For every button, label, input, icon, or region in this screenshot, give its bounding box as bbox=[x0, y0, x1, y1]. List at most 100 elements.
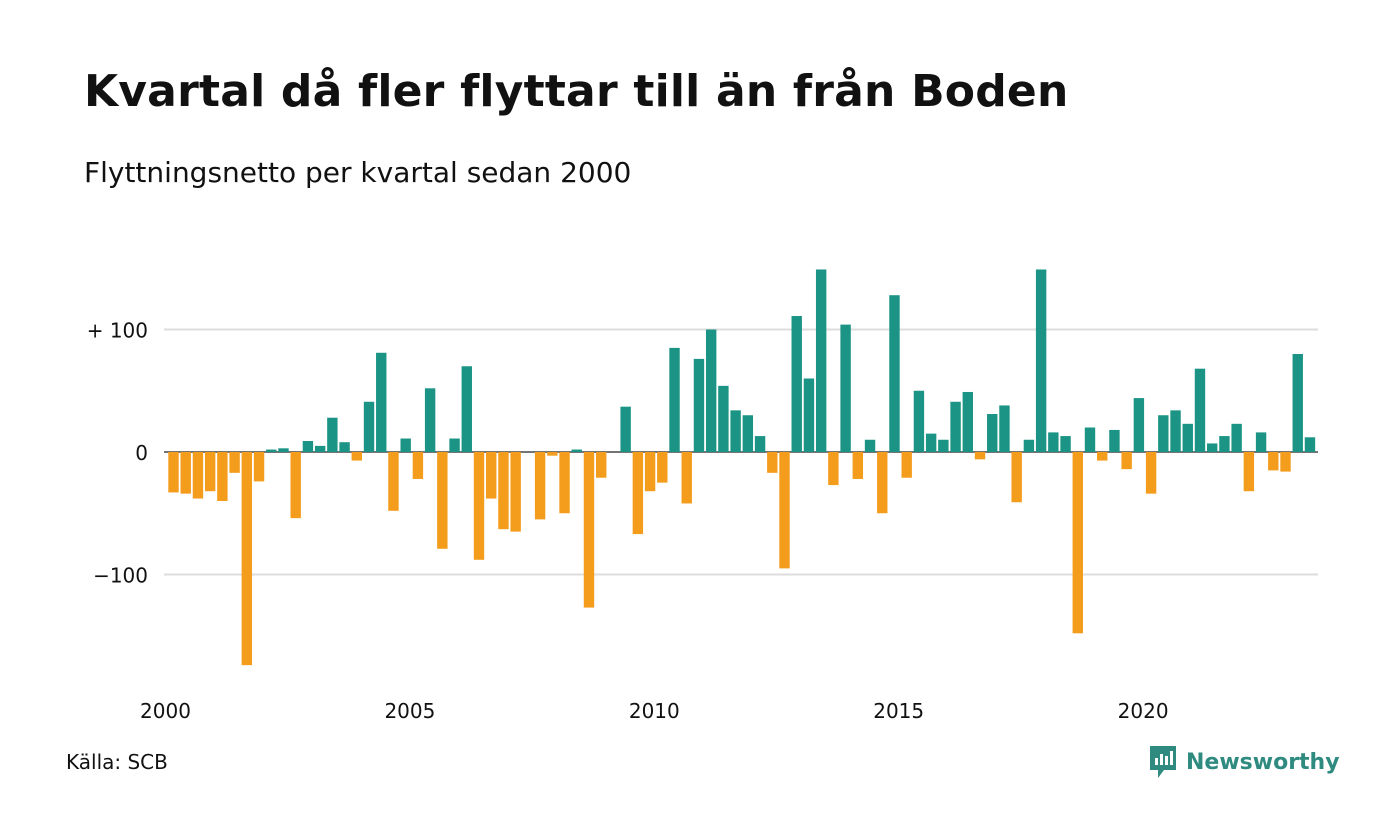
x-tick-label: 2000 bbox=[140, 699, 191, 723]
bar bbox=[547, 452, 558, 456]
bar bbox=[1121, 452, 1132, 470]
bar bbox=[363, 401, 375, 452]
bar bbox=[1023, 439, 1035, 452]
y-tick-label: −100 bbox=[93, 564, 148, 588]
bar bbox=[376, 352, 387, 452]
bar bbox=[1194, 368, 1206, 452]
bar bbox=[290, 452, 301, 519]
bar bbox=[693, 358, 705, 452]
bar bbox=[192, 452, 204, 499]
bar bbox=[864, 439, 876, 452]
bar bbox=[669, 347, 680, 453]
bar bbox=[632, 452, 644, 535]
bar bbox=[828, 452, 839, 486]
bar bbox=[1268, 452, 1279, 471]
bar bbox=[767, 452, 778, 473]
bar bbox=[168, 452, 179, 493]
bar bbox=[754, 436, 766, 452]
brand-name: Newsworthy bbox=[1186, 749, 1340, 775]
bar bbox=[388, 452, 399, 511]
bar bbox=[461, 366, 472, 452]
bar bbox=[327, 417, 338, 452]
bar bbox=[1243, 452, 1255, 492]
bar bbox=[1145, 452, 1157, 494]
brand-logo[interactable]: Newsworthy bbox=[1148, 744, 1340, 780]
bar bbox=[510, 452, 521, 532]
newsworthy-logo-icon bbox=[1150, 746, 1176, 778]
y-tick-label: 0 bbox=[135, 441, 148, 465]
bar bbox=[412, 452, 424, 479]
bar bbox=[314, 445, 326, 453]
bar bbox=[657, 452, 668, 483]
bar bbox=[229, 452, 240, 473]
bar bbox=[999, 405, 1010, 452]
bar bbox=[889, 295, 900, 452]
bar bbox=[938, 439, 949, 452]
bar bbox=[302, 440, 314, 453]
bar bbox=[559, 452, 570, 514]
source-note: Källa: SCB bbox=[66, 750, 168, 774]
bar bbox=[1304, 437, 1316, 452]
bar bbox=[498, 452, 509, 530]
chart-subtitle: Flyttningsnetto per kvartal sedan 2000 bbox=[84, 156, 632, 189]
bar bbox=[180, 452, 191, 494]
bar bbox=[204, 452, 216, 492]
bar bbox=[962, 391, 973, 453]
bar bbox=[644, 452, 656, 492]
bar bbox=[1109, 429, 1120, 452]
bar bbox=[852, 452, 864, 479]
bar bbox=[779, 452, 790, 569]
bar bbox=[1084, 427, 1096, 452]
bar bbox=[253, 452, 265, 482]
bar bbox=[803, 378, 815, 452]
bar bbox=[1207, 443, 1218, 453]
chart-title: Kvartal då fler flyttar till än från Bod… bbox=[84, 66, 1069, 117]
bar bbox=[901, 452, 912, 478]
bar bbox=[925, 433, 937, 453]
bar bbox=[486, 452, 497, 499]
bar bbox=[1292, 354, 1303, 452]
bar bbox=[266, 449, 277, 452]
bar bbox=[583, 452, 595, 608]
bar bbox=[278, 448, 289, 452]
bar bbox=[791, 316, 802, 452]
bar bbox=[987, 414, 998, 452]
bar bbox=[1060, 436, 1071, 452]
axes: + 100 0 −100 2000 2005 2010 2015 2020 bbox=[87, 319, 1169, 724]
bar bbox=[424, 388, 436, 452]
x-tick-label: 2015 bbox=[873, 699, 924, 723]
bar bbox=[241, 452, 253, 666]
y-tick-label: + 100 bbox=[87, 319, 148, 343]
bar bbox=[449, 438, 460, 452]
bar bbox=[705, 329, 717, 452]
bar bbox=[1011, 452, 1022, 503]
x-tick-label: 2010 bbox=[629, 699, 680, 723]
bar bbox=[1255, 432, 1267, 452]
bar bbox=[840, 324, 851, 452]
bar bbox=[1048, 432, 1059, 452]
bar bbox=[1231, 423, 1242, 452]
bar bbox=[473, 452, 485, 560]
bar bbox=[1158, 415, 1169, 452]
bar bbox=[1035, 269, 1047, 453]
bar bbox=[1072, 452, 1083, 634]
bar bbox=[596, 452, 607, 478]
x-tick-label: 2005 bbox=[384, 699, 435, 723]
bar bbox=[534, 452, 546, 520]
x-tick-label: 2020 bbox=[1118, 699, 1169, 723]
bar bbox=[400, 438, 411, 452]
bar bbox=[718, 385, 729, 452]
bar bbox=[913, 390, 925, 452]
bar bbox=[339, 442, 350, 452]
bar bbox=[437, 452, 448, 549]
bar bbox=[877, 452, 888, 514]
bar bbox=[730, 410, 741, 452]
bar bbox=[1182, 423, 1193, 452]
bar bbox=[571, 449, 582, 452]
bar bbox=[217, 452, 228, 501]
bars bbox=[168, 269, 1316, 666]
bar bbox=[1133, 398, 1145, 452]
bar bbox=[1219, 436, 1230, 452]
bar bbox=[815, 269, 827, 453]
